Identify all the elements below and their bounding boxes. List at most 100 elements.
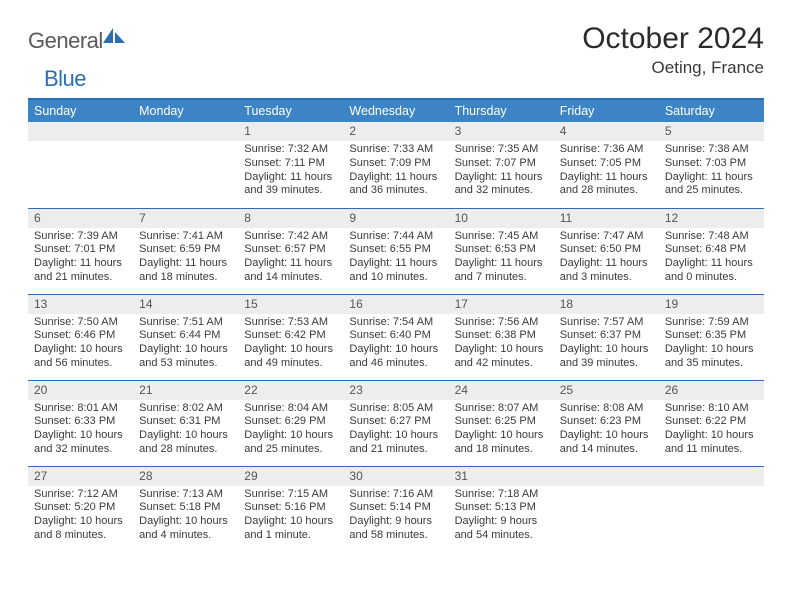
calendar-day-cell: 24Sunrise: 8:07 AMSunset: 6:25 PMDayligh… [449,380,554,466]
day-details: Sunrise: 7:42 AMSunset: 6:57 PMDaylight:… [238,228,343,289]
sail-icon [103,26,125,44]
day-details: Sunrise: 7:54 AMSunset: 6:40 PMDaylight:… [343,314,448,375]
sunset-line: Sunset: 7:01 PM [34,243,127,257]
sunrise-line: Sunrise: 7:38 AM [665,143,758,157]
sunrise-line: Sunrise: 7:51 AM [139,316,232,330]
day-number: 13 [28,295,133,314]
sunset-line: Sunset: 6:31 PM [139,415,232,429]
day-number-empty [659,467,764,486]
day-details: Sunrise: 7:36 AMSunset: 7:05 PMDaylight:… [554,141,659,202]
brand-logo: General [28,22,127,54]
day-number-empty [133,122,238,141]
weekday-header-row: SundayMondayTuesdayWednesdayThursdayFrid… [28,99,764,122]
sunrise-line: Sunrise: 7:53 AM [244,316,337,330]
day-number: 29 [238,467,343,486]
daylight-line: Daylight: 10 hours and 49 minutes. [244,343,337,371]
sunset-line: Sunset: 5:16 PM [244,501,337,515]
day-number: 30 [343,467,448,486]
day-number: 8 [238,209,343,228]
day-number: 18 [554,295,659,314]
sunset-line: Sunset: 6:38 PM [455,329,548,343]
weekday-header: Wednesday [343,99,448,122]
daylight-line: Daylight: 11 hours and 10 minutes. [349,257,442,285]
day-number: 20 [28,381,133,400]
daylight-line: Daylight: 10 hours and 1 minute. [244,515,337,543]
daylight-line: Daylight: 10 hours and 42 minutes. [455,343,548,371]
day-number: 12 [659,209,764,228]
daylight-line: Daylight: 10 hours and 56 minutes. [34,343,127,371]
day-details: Sunrise: 7:56 AMSunset: 6:38 PMDaylight:… [449,314,554,375]
sunrise-line: Sunrise: 7:50 AM [34,316,127,330]
day-details: Sunrise: 7:39 AMSunset: 7:01 PMDaylight:… [28,228,133,289]
sunset-line: Sunset: 6:22 PM [665,415,758,429]
sunrise-line: Sunrise: 7:35 AM [455,143,548,157]
calendar-day-cell: 4Sunrise: 7:36 AMSunset: 7:05 PMDaylight… [554,122,659,208]
sunrise-line: Sunrise: 7:44 AM [349,230,442,244]
day-number: 11 [554,209,659,228]
calendar-day-cell: 25Sunrise: 8:08 AMSunset: 6:23 PMDayligh… [554,380,659,466]
day-details: Sunrise: 8:10 AMSunset: 6:22 PMDaylight:… [659,400,764,461]
day-details: Sunrise: 7:45 AMSunset: 6:53 PMDaylight:… [449,228,554,289]
sunrise-line: Sunrise: 7:15 AM [244,488,337,502]
calendar-day-cell: 31Sunrise: 7:18 AMSunset: 5:13 PMDayligh… [449,466,554,552]
calendar-day-cell: 15 Sunrise: 7:53 AMSunset: 6:42 PMDayligh… [238,294,343,380]
sunrise-line: Sunrise: 8:07 AM [455,402,548,416]
day-details: Sunrise: 7:59 AMSunset: 6:35 PMDaylight:… [659,314,764,375]
weekday-header: Monday [133,99,238,122]
sunset-line: Sunset: 5:14 PM [349,501,442,515]
sunset-line: Sunset: 6:23 PM [560,415,653,429]
day-details: Sunrise: 8:04 AMSunset: 6:29 PMDaylight:… [238,400,343,461]
calendar-day-cell: 14Sunrise: 7:51 AMSunset: 6:44 PMDayligh… [133,294,238,380]
day-number: 4 [554,122,659,141]
sunset-line: Sunset: 7:09 PM [349,157,442,171]
day-number: 22 [238,381,343,400]
day-details: Sunrise: 8:05 AMSunset: 6:27 PMDaylight:… [343,400,448,461]
sunset-line: Sunset: 7:11 PM [244,157,337,171]
sunset-line: Sunset: 6:42 PM [244,329,337,343]
daylight-line: Daylight: 11 hours and 7 minutes. [455,257,548,285]
daylight-line: Daylight: 10 hours and 11 minutes. [665,429,758,457]
day-number: 3 [449,122,554,141]
sunrise-line: Sunrise: 7:41 AM [139,230,232,244]
day-details: Sunrise: 7:32 AMSunset: 7:11 PMDaylight:… [238,141,343,202]
calendar-day-cell: 8Sunrise: 7:42 AMSunset: 6:57 PMDaylight… [238,208,343,294]
daylight-line: Daylight: 9 hours and 58 minutes. [349,515,442,543]
calendar-day-cell: 19Sunrise: 7:59 AMSunset: 6:35 PMDayligh… [659,294,764,380]
daylight-line: Daylight: 11 hours and 3 minutes. [560,257,653,285]
day-number: 15 [238,295,343,314]
day-number: 14 [133,295,238,314]
day-number: 2 [343,122,448,141]
sunrise-line: Sunrise: 8:10 AM [665,402,758,416]
day-number: 10 [449,209,554,228]
calendar-day-cell: 26Sunrise: 8:10 AMSunset: 6:22 PMDayligh… [659,380,764,466]
day-number: 31 [449,467,554,486]
sunrise-line: Sunrise: 8:04 AM [244,402,337,416]
daylight-line: Daylight: 9 hours and 54 minutes. [455,515,548,543]
sunset-line: Sunset: 6:33 PM [34,415,127,429]
calendar-day-cell: 9Sunrise: 7:44 AMSunset: 6:55 PMDaylight… [343,208,448,294]
sunset-line: Sunset: 5:13 PM [455,501,548,515]
sunset-line: Sunset: 7:07 PM [455,157,548,171]
sunrise-line: Sunrise: 7:57 AM [560,316,653,330]
daylight-line: Daylight: 11 hours and 39 minutes. [244,171,337,199]
daylight-line: Daylight: 10 hours and 28 minutes. [139,429,232,457]
daylight-line: Daylight: 10 hours and 4 minutes. [139,515,232,543]
day-details: Sunrise: 7:50 AMSunset: 6:46 PMDaylight:… [28,314,133,375]
calendar-day-cell: 13Sunrise: 7:50 AMSunset: 6:46 PMDayligh… [28,294,133,380]
sunrise-line: Sunrise: 8:01 AM [34,402,127,416]
calendar-week-row: 13Sunrise: 7:50 AMSunset: 6:46 PMDayligh… [28,294,764,380]
weekday-header: Tuesday [238,99,343,122]
sunset-line: Sunset: 6:44 PM [139,329,232,343]
calendar-day-cell: 6Sunrise: 7:39 AMSunset: 7:01 PMDaylight… [28,208,133,294]
day-details: Sunrise: 7:44 AMSunset: 6:55 PMDaylight:… [343,228,448,289]
day-number: 17 [449,295,554,314]
sunset-line: Sunset: 6:29 PM [244,415,337,429]
sunrise-line: Sunrise: 7:48 AM [665,230,758,244]
calendar-day-cell: 27Sunrise: 7:12 AMSunset: 5:20 PMDayligh… [28,466,133,552]
daylight-line: Daylight: 11 hours and 21 minutes. [34,257,127,285]
calendar-day-cell [659,466,764,552]
sunrise-line: Sunrise: 7:59 AM [665,316,758,330]
day-number: 1 [238,122,343,141]
calendar-day-cell: 1Sunrise: 7:32 AMSunset: 7:11 PMDaylight… [238,122,343,208]
calendar-day-cell: 23Sunrise: 8:05 AMSunset: 6:27 PMDayligh… [343,380,448,466]
